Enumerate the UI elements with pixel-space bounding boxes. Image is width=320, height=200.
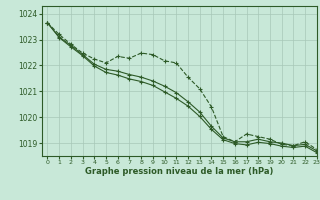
X-axis label: Graphe pression niveau de la mer (hPa): Graphe pression niveau de la mer (hPa) — [85, 167, 273, 176]
